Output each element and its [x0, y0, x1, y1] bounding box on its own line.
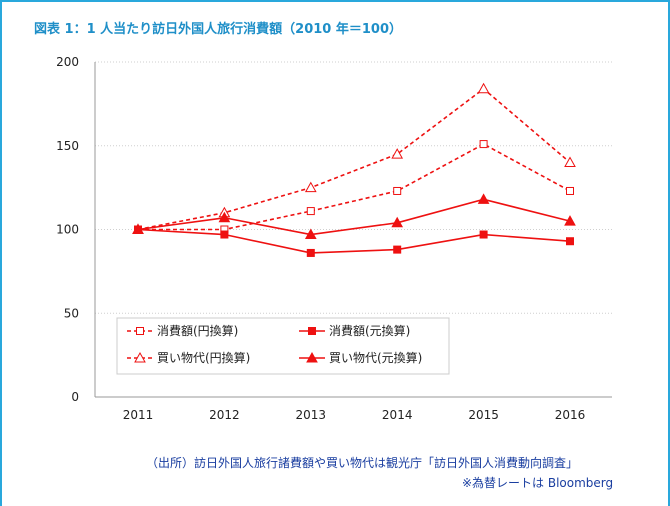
data-point — [567, 187, 574, 194]
x-tick-label: 2015 — [468, 408, 499, 422]
series-line-3 — [138, 89, 570, 230]
legend-marker — [309, 328, 316, 335]
y-tick-label: 150 — [56, 139, 79, 153]
x-tick-label: 2014 — [382, 408, 413, 422]
legend-marker — [137, 328, 144, 335]
data-point — [392, 149, 402, 158]
data-point — [480, 141, 487, 148]
legend-label: 消費額(元換算) — [329, 323, 410, 338]
legend-label: 買い物代(元換算) — [329, 350, 422, 365]
y-tick-label: 100 — [56, 223, 79, 237]
data-point — [307, 249, 314, 256]
data-point — [307, 208, 314, 215]
x-tick-label: 2016 — [555, 408, 586, 422]
y-tick-label: 200 — [56, 55, 79, 69]
source-note: （出所）訪日外国人旅行諸費額や買い物代は観光庁「訪日外国人消費動向調査」 — [146, 454, 578, 471]
legend-label: 買い物代(円換算) — [157, 350, 250, 365]
x-tick-label: 2012 — [209, 408, 240, 422]
data-point — [567, 238, 574, 245]
x-tick-label: 2011 — [123, 408, 154, 422]
x-tick-label: 2013 — [296, 408, 327, 422]
fx-note: ※為替レートは Bloomberg — [462, 474, 613, 491]
data-point — [479, 194, 489, 203]
data-point — [221, 231, 228, 238]
data-point — [565, 158, 575, 167]
series-line-2 — [138, 230, 570, 253]
y-tick-label: 0 — [71, 390, 79, 404]
data-point — [479, 84, 489, 93]
line-chart: 0 50 100 150 200 2011 2012 2013 2014 2015 2016 消費額(… — [0, 0, 670, 506]
legend-label: 消費額(円換算) — [157, 323, 238, 338]
data-point — [480, 231, 487, 238]
y-tick-label: 50 — [64, 306, 79, 320]
data-point — [394, 187, 401, 194]
data-point — [394, 246, 401, 253]
data-point — [306, 183, 316, 192]
